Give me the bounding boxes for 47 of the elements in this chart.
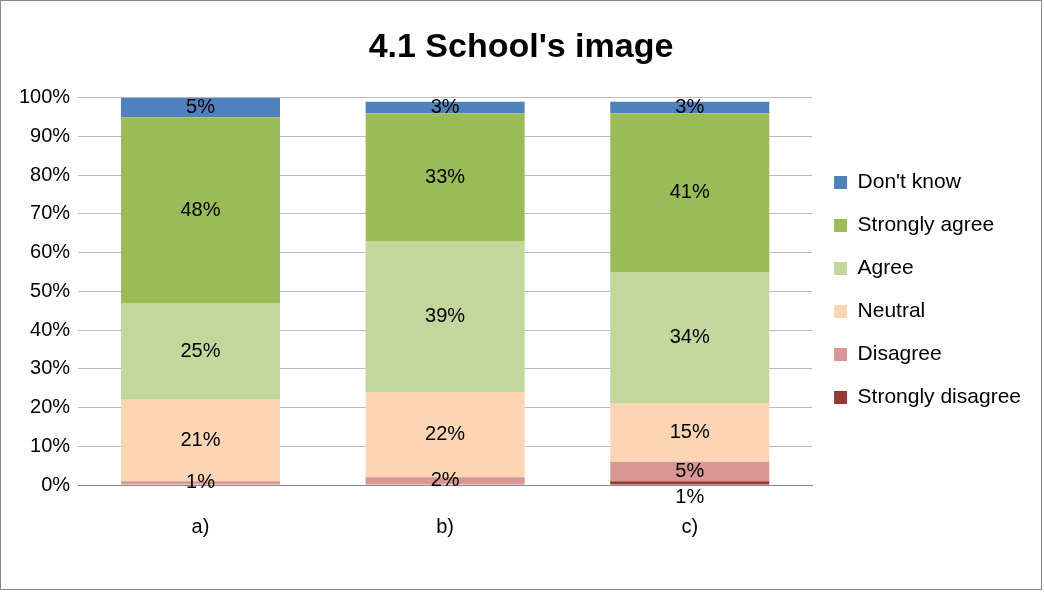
data-label: 5%	[186, 95, 216, 117]
y-tick-label: 70%	[30, 201, 71, 224]
data-label: 1%	[675, 484, 705, 507]
y-tick-label: 30%	[30, 356, 71, 379]
data-label: 25%	[180, 338, 221, 361]
bar	[610, 272, 770, 404]
data-label: 3%	[430, 95, 460, 117]
data-label: 41%	[669, 180, 710, 203]
data-label: 39%	[425, 304, 466, 327]
bar	[610, 481, 770, 485]
y-tick-label: 20%	[30, 395, 71, 418]
data-label: 3%	[675, 95, 705, 117]
data-label: 5%	[675, 458, 705, 481]
legend-label: Strongly disagree	[857, 384, 1022, 408]
data-label: 2%	[430, 468, 460, 491]
y-tick-label: 10%	[30, 433, 71, 456]
y-tick-label: 90%	[30, 124, 71, 147]
data-label: 22%	[425, 422, 466, 445]
bar	[120, 117, 280, 304]
chart-title: 4.1 School's image	[368, 25, 674, 64]
x-tick-label: b)	[436, 514, 455, 537]
x-tick-label: a)	[191, 514, 210, 537]
data-label: 1%	[186, 470, 216, 493]
y-tick-label: 100%	[19, 85, 71, 108]
x-tick-label: c)	[681, 514, 699, 537]
bar	[610, 113, 770, 273]
y-tick-label: 0%	[41, 472, 71, 495]
legend-label: Strongly agree	[857, 212, 995, 236]
data-label: 15%	[669, 420, 710, 443]
data-label: 33%	[425, 164, 466, 187]
data-label: 48%	[180, 197, 221, 220]
legend-label: Agree	[857, 255, 914, 279]
legend-label: Disagree	[857, 341, 942, 365]
bar	[365, 113, 525, 242]
data-label: 21%	[180, 427, 221, 450]
bar	[120, 97, 280, 118]
bar	[365, 241, 525, 393]
y-tick-label: 60%	[30, 240, 71, 263]
bar	[610, 403, 770, 462]
y-tick-label: 40%	[30, 317, 71, 340]
data-label: 34%	[669, 325, 710, 348]
y-tick-label: 80%	[30, 162, 71, 185]
legend-label: Neutral	[857, 298, 926, 322]
legend-label: Don't know	[857, 169, 962, 193]
y-tick-label: 50%	[30, 278, 71, 301]
bar	[610, 461, 770, 482]
bar	[120, 303, 280, 400]
